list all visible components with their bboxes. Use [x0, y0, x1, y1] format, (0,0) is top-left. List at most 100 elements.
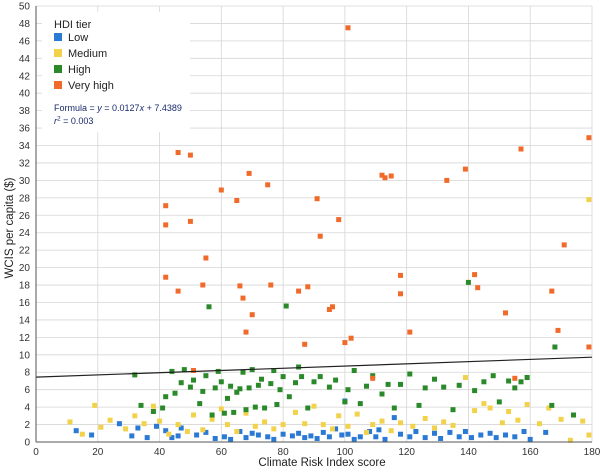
data-point-very-high — [163, 222, 169, 228]
legend-items: Low Medium High Very high — [54, 32, 114, 92]
data-point-low — [154, 423, 159, 429]
data-point-medium — [302, 421, 308, 427]
data-point-low — [398, 431, 403, 437]
data-point-low — [255, 432, 261, 438]
data-point-medium — [354, 411, 360, 417]
data-point-high — [280, 374, 286, 380]
data-point-medium — [107, 417, 113, 423]
y-tick-label: 34 — [19, 141, 31, 152]
data-point-medium — [191, 412, 196, 418]
data-point-very-high — [398, 291, 403, 297]
data-point-medium — [524, 402, 530, 407]
data-point-high — [326, 384, 332, 390]
data-point-very-high — [243, 329, 249, 335]
data-point-very-high — [175, 150, 181, 155]
data-point-high — [317, 374, 323, 380]
y-tick-label: 50 — [19, 2, 31, 13]
data-point-medium — [472, 408, 478, 414]
data-point-medium — [243, 410, 249, 416]
data-point-low — [407, 434, 413, 440]
data-point-very-high — [586, 135, 592, 141]
data-point-high — [364, 383, 369, 389]
data-point-low — [194, 432, 200, 438]
data-point-high — [209, 412, 215, 418]
data-point-high — [465, 279, 471, 285]
trendline-layer — [35, 356, 593, 378]
y-tick-label: 36 — [19, 124, 31, 135]
data-point-low — [314, 436, 320, 441]
data-point-high — [132, 372, 138, 378]
data-point-medium — [218, 406, 224, 412]
data-point-low — [320, 429, 326, 435]
data-point-high — [398, 381, 403, 387]
x-tick-label: 40 — [154, 447, 166, 458]
data-point-low — [249, 430, 255, 436]
data-point-high — [150, 409, 156, 414]
data-point-very-high — [379, 172, 385, 178]
data-point-medium — [370, 422, 376, 428]
data-point-medium — [450, 422, 456, 428]
data-point-medium — [586, 197, 592, 203]
data-point-medium — [209, 416, 215, 422]
data-point-very-high — [203, 255, 209, 261]
data-point-high — [305, 405, 311, 411]
data-point-high — [490, 373, 496, 379]
data-point-low — [237, 429, 243, 434]
data-point-very-high — [234, 198, 240, 203]
data-point-very-high — [191, 368, 196, 373]
data-point-medium — [271, 426, 277, 432]
data-point-high — [571, 412, 576, 418]
data-point-very-high — [200, 282, 206, 288]
data-point-medium — [67, 419, 73, 425]
trendline — [35, 356, 593, 378]
data-point-medium — [558, 416, 564, 422]
data-point-very-high — [586, 344, 592, 350]
data-point-medium — [441, 419, 447, 425]
data-point-low — [478, 432, 484, 438]
data-point-high — [246, 385, 252, 391]
data-point-medium — [234, 429, 240, 434]
data-point-very-high — [187, 152, 193, 158]
data-point-high — [268, 381, 274, 387]
data-point-very-high — [237, 283, 243, 289]
data-point-very-high — [265, 182, 271, 188]
data-point-low — [469, 435, 474, 441]
data-point-high — [169, 368, 175, 374]
data-point-medium — [252, 423, 258, 429]
data-point-medium — [150, 403, 156, 409]
x-tick-label: 180 — [584, 447, 600, 458]
data-point-high — [262, 405, 268, 411]
data-point-very-high — [249, 312, 255, 318]
data-point-low — [391, 415, 397, 421]
data-point-high — [345, 387, 351, 393]
y-tick-label: 2 — [24, 420, 30, 431]
data-point-very-high — [462, 166, 468, 172]
x-tick-label: 100 — [337, 447, 354, 458]
data-point-high — [274, 402, 280, 407]
data-point-high — [379, 391, 385, 397]
data-point-very-high — [348, 335, 354, 341]
legend-marker-high — [54, 65, 62, 73]
data-point-medium — [280, 422, 286, 428]
data-point-high — [181, 367, 187, 373]
data-point-medium — [262, 419, 268, 425]
data-point-medium — [293, 409, 298, 415]
y-axis-title: WCIS per capita ($) — [4, 177, 16, 278]
data-point-low — [447, 429, 453, 435]
legend-label-medium: Medium — [68, 48, 107, 60]
data-point-low — [73, 428, 79, 434]
x-tick-label: 60 — [216, 447, 228, 458]
data-point-low — [345, 431, 351, 437]
data-point-high — [200, 388, 206, 394]
data-point-low — [228, 436, 234, 442]
data-point-medium — [546, 405, 552, 411]
data-point-low — [357, 434, 363, 440]
data-point-high — [252, 404, 258, 410]
data-point-medium — [98, 424, 104, 430]
data-point-low — [462, 429, 468, 434]
x-tick-label: 120 — [398, 447, 415, 458]
y-tick-label: 42 — [19, 71, 31, 82]
data-point-very-high — [561, 242, 567, 248]
data-point-high — [342, 399, 348, 405]
data-point-very-high — [218, 187, 224, 193]
